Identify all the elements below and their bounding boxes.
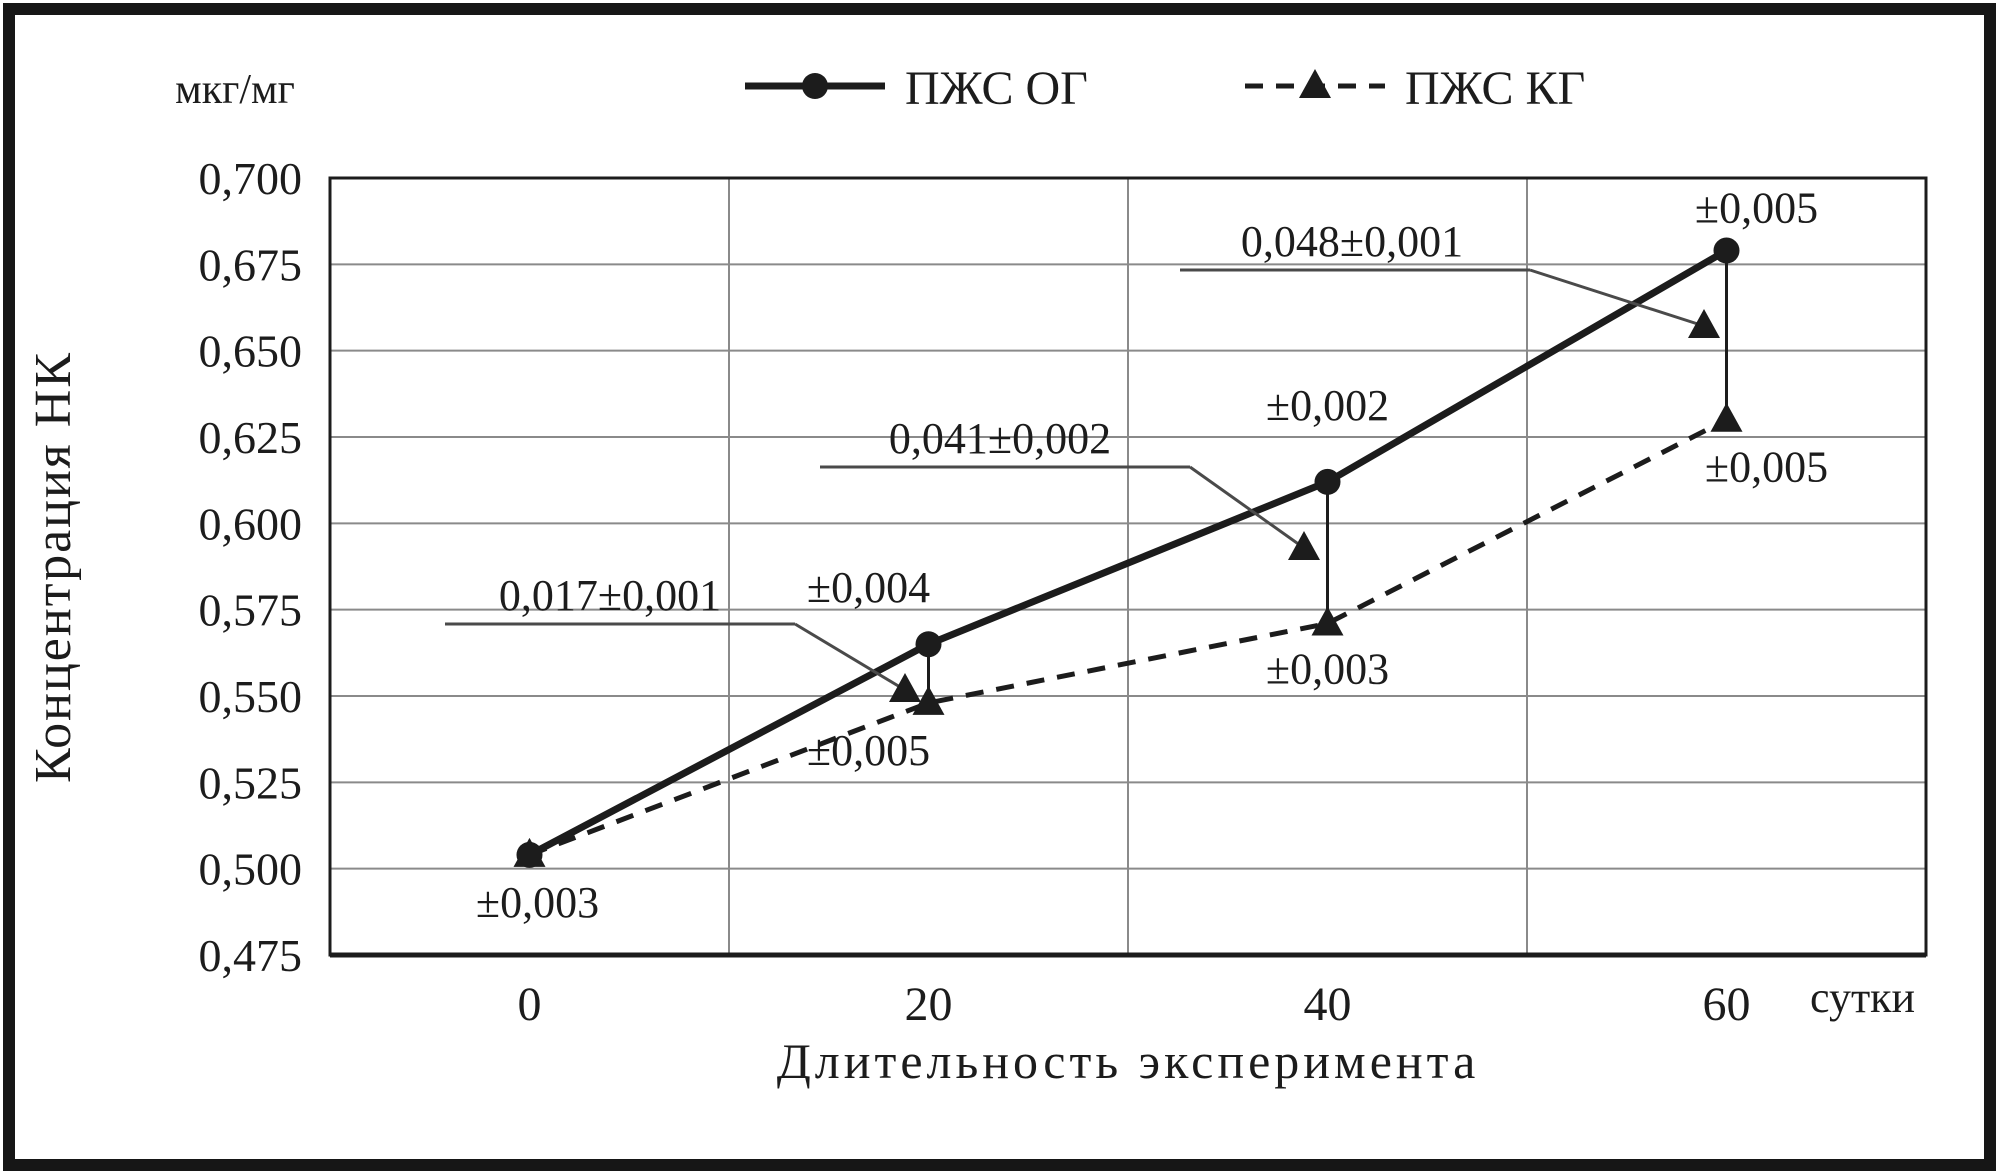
difference-annotation-label: 0,017±0,001 xyxy=(499,571,721,620)
error-label-og: ±0,002 xyxy=(1266,381,1389,430)
difference-annotation-label: 0,048±0,001 xyxy=(1241,217,1463,266)
x-tick-label: 60 xyxy=(1703,978,1751,1031)
legend-label-og: ПЖС ОГ xyxy=(905,62,1088,115)
series-line-kg xyxy=(528,417,1728,858)
annotation-leader-line xyxy=(794,622,906,692)
x-tick-label: 40 xyxy=(1304,978,1352,1031)
y-tick-label: 0,675 xyxy=(199,239,303,290)
annotation-arrowhead xyxy=(889,673,921,702)
data-point-og xyxy=(516,841,543,868)
y-tick-label: 0,625 xyxy=(199,412,303,463)
error-label-kg: ±0,005 xyxy=(807,726,930,775)
x-axis-title: Длительность эксперимента xyxy=(777,1033,1480,1089)
series-line-og xyxy=(527,247,1729,858)
legend-marker-og xyxy=(802,73,828,99)
data-point-kg xyxy=(912,685,945,715)
legend-label-kg: ПЖС КГ xyxy=(1405,62,1585,115)
y-tick-label: 0,525 xyxy=(199,757,303,808)
error-label-og: ±0,004 xyxy=(807,563,930,612)
y-tick-label: 0,650 xyxy=(199,326,303,377)
y-tick-label: 0,550 xyxy=(199,671,303,722)
error-label-kg: ±0,005 xyxy=(1705,443,1828,492)
annotation-arrowhead xyxy=(1688,309,1720,338)
data-point-og xyxy=(1314,468,1341,495)
y-tick-label: 0,575 xyxy=(199,585,303,636)
data-point-kg xyxy=(1311,606,1344,636)
x-tick-label: 20 xyxy=(905,978,953,1031)
y-axis-title: Концентрация НК xyxy=(25,351,82,783)
figure-border xyxy=(3,3,1996,1171)
y-tick-label: 0,600 xyxy=(199,498,303,549)
legend-marker-kg xyxy=(1299,69,1331,98)
data-point-og xyxy=(1713,237,1740,264)
data-point-og xyxy=(915,631,942,658)
error-label-og: ±0,005 xyxy=(1695,184,1818,233)
x-axis-unit-label: сутки xyxy=(1810,973,1915,1022)
annotation-leader-line xyxy=(1529,268,1705,328)
difference-annotation-label: 0,041±0,002 xyxy=(889,414,1111,463)
y-tick-label: 0,500 xyxy=(199,844,303,895)
y-tick-label: 0,700 xyxy=(199,153,303,204)
error-label-kg: ±0,003 xyxy=(1266,644,1389,693)
y-tick-label: 0,475 xyxy=(199,930,303,981)
annotation-leader-line xyxy=(1189,465,1305,550)
error-label-og: ±0,003 xyxy=(476,878,599,927)
annotation-arrowhead xyxy=(1288,531,1320,560)
x-tick-label: 0 xyxy=(518,978,542,1031)
data-point-kg xyxy=(1710,402,1743,432)
y-axis-unit-label: мкг/мг xyxy=(175,67,295,113)
